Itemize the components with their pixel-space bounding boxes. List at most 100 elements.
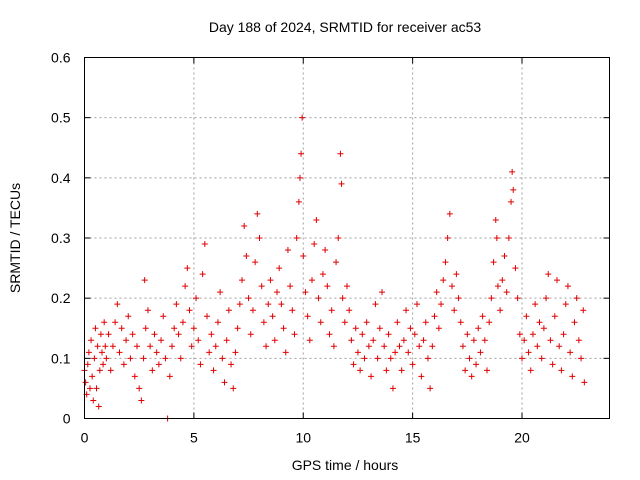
data-point: [311, 241, 318, 248]
data-point: [91, 355, 98, 362]
data-point: [519, 355, 525, 362]
data-point: [204, 313, 210, 320]
data-point: [236, 301, 243, 308]
data-point: [158, 337, 165, 344]
data-point: [383, 367, 390, 374]
data-point: [184, 265, 191, 272]
data-point: [129, 331, 136, 338]
data-point: [381, 343, 388, 350]
data-point: [289, 307, 296, 314]
data-point: [370, 337, 377, 344]
data-point: [545, 271, 552, 278]
data-point: [571, 319, 578, 326]
data-point: [265, 301, 272, 308]
data-point: [190, 325, 197, 332]
data-point: [581, 379, 588, 386]
data-point: [306, 337, 313, 344]
data-point: [387, 355, 394, 362]
data-point: [339, 295, 346, 302]
data-point: [179, 319, 186, 326]
data-point: [304, 313, 311, 320]
data-point: [567, 349, 574, 356]
data-point: [503, 289, 510, 296]
data-point: [431, 313, 438, 320]
data-point: [97, 331, 104, 338]
data-point: [564, 283, 571, 290]
data-point: [112, 319, 119, 326]
data-point: [99, 349, 105, 356]
data-point: [234, 325, 241, 332]
data-point: [494, 283, 501, 290]
data-point: [123, 337, 130, 344]
data-point: [92, 325, 99, 332]
data-point: [201, 241, 208, 248]
data-point: [446, 210, 453, 217]
data-point: [131, 373, 138, 380]
data-point: [330, 343, 337, 350]
data-point: [322, 247, 329, 254]
data-point: [241, 222, 248, 229]
data-point: [249, 307, 256, 314]
data-point: [258, 283, 265, 290]
data-point: [475, 325, 482, 332]
data-point: [147, 343, 154, 350]
data-point: [534, 343, 541, 350]
data-points: [81, 114, 588, 422]
data-point: [85, 349, 92, 356]
data-point: [451, 307, 458, 314]
data-point: [100, 361, 107, 368]
data-point: [284, 247, 291, 254]
data-point: [84, 361, 91, 368]
data-point: [473, 361, 480, 368]
data-point: [149, 367, 156, 374]
data-point: [508, 198, 515, 205]
data-point: [455, 295, 462, 302]
data-point: [153, 349, 160, 356]
data-point: [372, 301, 379, 308]
data-point: [429, 343, 436, 350]
data-point: [295, 198, 302, 205]
data-point: [214, 319, 221, 326]
data-point: [271, 337, 278, 344]
data-point: [459, 343, 466, 350]
data-point: [392, 349, 399, 356]
data-point: [267, 277, 274, 284]
data-point: [94, 343, 101, 350]
data-point: [376, 325, 383, 332]
data-point: [466, 355, 473, 362]
data-point: [188, 343, 195, 350]
data-point: [575, 337, 582, 344]
x-tick-label: 0: [81, 430, 89, 446]
data-point: [440, 277, 447, 284]
data-point: [394, 319, 401, 326]
data-point: [324, 283, 331, 290]
data-point: [88, 337, 95, 344]
data-point: [400, 337, 407, 344]
data-point: [554, 277, 560, 284]
data-point: [424, 355, 431, 362]
data-point: [151, 331, 158, 338]
data-point: [186, 307, 193, 314]
axis-ticks: [84, 57, 610, 419]
data-point: [302, 289, 309, 296]
data-point: [549, 361, 556, 368]
data-point: [562, 301, 569, 308]
data-point: [210, 367, 217, 374]
data-point: [315, 295, 322, 302]
data-point: [309, 277, 315, 284]
data-point: [109, 343, 116, 350]
data-point: [420, 337, 427, 344]
data-point: [225, 307, 232, 314]
data-point: [374, 355, 381, 362]
data-point: [101, 319, 108, 326]
data-point: [93, 385, 100, 392]
data-point: [403, 307, 410, 314]
data-point: [219, 355, 226, 362]
data-point: [333, 259, 340, 266]
data-point: [569, 373, 576, 380]
x-tick-label: 15: [405, 430, 421, 446]
data-point: [95, 403, 102, 410]
data-point: [484, 367, 490, 374]
data-point: [162, 355, 169, 362]
